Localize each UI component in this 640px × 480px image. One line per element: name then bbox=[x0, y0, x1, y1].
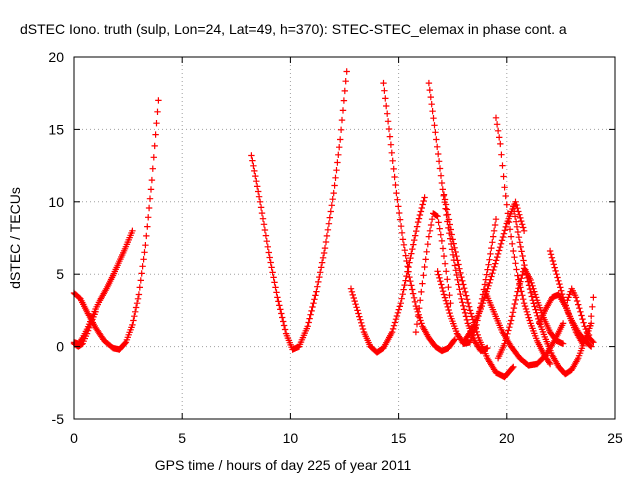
plus-markers bbox=[425, 79, 491, 355]
data-series bbox=[347, 194, 428, 356]
plus-markers bbox=[482, 288, 567, 369]
y-axis-tick-labels: -5 0 5 10 15 20 bbox=[48, 49, 64, 427]
axis-ticks bbox=[73, 56, 616, 420]
x-tick-label: 15 bbox=[391, 430, 407, 446]
x-tick-label: 10 bbox=[283, 430, 299, 446]
data-series bbox=[70, 97, 162, 353]
x-axis-title: GPS time / hours of day 225 of year 2011 bbox=[155, 457, 412, 473]
data-series bbox=[380, 79, 459, 355]
chart-title: dSTEC Iono. truth (sulp, Lon=24, Lat=49,… bbox=[20, 21, 567, 37]
plus-markers bbox=[440, 191, 517, 381]
plot-area-frame bbox=[73, 56, 616, 420]
plus-markers bbox=[380, 79, 459, 355]
x-tick-label: 20 bbox=[499, 430, 515, 446]
plus-markers bbox=[347, 194, 428, 356]
x-tick-label: 25 bbox=[607, 430, 623, 446]
data-series bbox=[536, 291, 595, 350]
data-series bbox=[248, 68, 350, 353]
data-series bbox=[482, 288, 567, 369]
y-tick-label: 20 bbox=[48, 49, 64, 65]
data-series bbox=[460, 198, 528, 346]
x-tick-label: 5 bbox=[178, 430, 186, 446]
plus-markers bbox=[460, 198, 528, 346]
plus-markers bbox=[70, 227, 136, 347]
data-series bbox=[564, 285, 597, 346]
plus-markers bbox=[248, 68, 350, 353]
plus-markers bbox=[412, 210, 454, 336]
plus-markers bbox=[70, 97, 162, 353]
y-tick-label: 10 bbox=[48, 194, 64, 210]
data-points bbox=[70, 68, 597, 381]
plus-markers bbox=[536, 291, 595, 350]
data-series bbox=[70, 227, 136, 347]
x-tick-label: 0 bbox=[70, 430, 78, 446]
y-tick-label: 0 bbox=[56, 339, 64, 355]
y-tick-label: 15 bbox=[48, 121, 64, 137]
y-tick-label: 5 bbox=[56, 266, 64, 282]
y-axis-title: dSTEC / TECUs bbox=[7, 187, 23, 289]
x-axis-tick-labels: 0 5 10 15 20 25 bbox=[70, 430, 623, 446]
data-series bbox=[440, 191, 517, 381]
data-series bbox=[425, 79, 491, 355]
data-series bbox=[412, 210, 454, 336]
y-tick-label: -5 bbox=[52, 411, 65, 427]
grid-lines bbox=[74, 57, 615, 419]
plus-markers bbox=[564, 285, 597, 346]
